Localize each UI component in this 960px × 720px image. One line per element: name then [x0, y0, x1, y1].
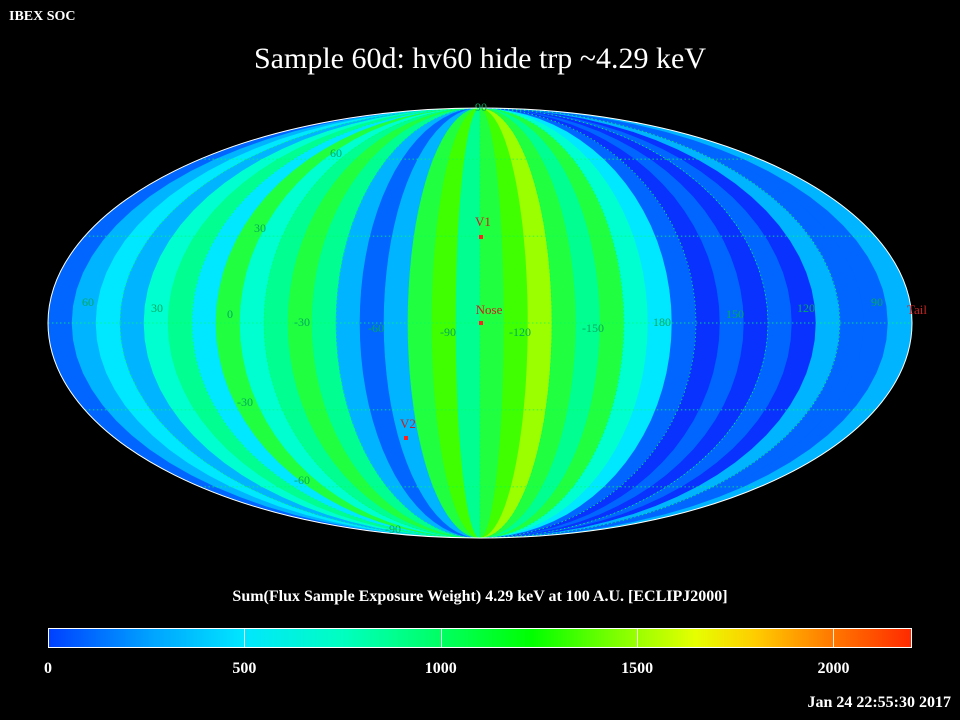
latitude-label: -90: [385, 522, 401, 536]
marker-label: V1: [475, 214, 491, 229]
map-markers: V1 Nose V2 Tail: [400, 214, 927, 440]
meridian-line: [263, 108, 481, 538]
colorbar-tick-line: [637, 628, 639, 648]
longitude-label: -30: [294, 315, 310, 329]
timestamp: Jan 24 22:55:30 2017: [807, 694, 951, 711]
marker-tail: Tail: [907, 302, 927, 317]
colorbar-tick-label: 0: [44, 660, 52, 677]
longitude-label: 30: [151, 301, 163, 315]
corner-label: IBEX SOC: [9, 9, 76, 24]
longitude-label: -90: [440, 325, 456, 339]
marker-label: Tail: [907, 302, 927, 317]
longitude-label: 180: [653, 315, 671, 329]
meridian-line: [479, 108, 697, 538]
colorbar-tick-label: 500: [232, 660, 257, 677]
meridian-line: [479, 108, 553, 538]
longitude-label: -60: [368, 321, 384, 335]
map-outline: [47, 107, 913, 539]
marker-v2: V2: [400, 416, 416, 440]
colorbar-tick-label: 1000: [424, 660, 457, 677]
colorbar-tick-label: 2000: [817, 660, 850, 677]
latitude-label: 90: [475, 100, 487, 114]
marker-dot: [479, 321, 483, 325]
latitude-label: 30: [254, 221, 266, 235]
colorbar-tick-label: 1500: [621, 660, 654, 677]
longitude-label: 120: [797, 301, 815, 315]
colorbar-tick-line: [440, 628, 442, 648]
marker-label: V2: [400, 416, 416, 431]
marker-dot: [404, 436, 408, 440]
longitude-label: -150: [582, 321, 604, 335]
colorbar-tick-line: [833, 628, 835, 648]
longitude-labels: 60 30 0 -30 -60 -90 -120 -150 180 150 120 90: [82, 295, 883, 339]
longitude-label: 90: [871, 295, 883, 309]
latitude-label: -30: [237, 395, 253, 409]
marker-dot: [479, 235, 483, 239]
latitude-label: -60: [294, 473, 310, 487]
marker-nose: Nose: [476, 302, 503, 325]
marker-v1: V1: [475, 214, 491, 239]
page-title: Sample 60d: hv60 hide trp ~4.29 keV: [253, 42, 706, 75]
marker-label: Nose: [476, 302, 503, 317]
longitude-label: 150: [726, 307, 744, 321]
colorbar-tick-line: [244, 628, 246, 648]
meridian-line: [407, 108, 481, 538]
longitude-label: 60: [82, 295, 94, 309]
latitude-label: 60: [330, 146, 342, 160]
longitude-label: 0: [227, 307, 233, 321]
longitude-label: -120: [509, 325, 531, 339]
colorbar-label: Sum(Flux Sample Exposure Weight) 4.29 ke…: [232, 588, 728, 605]
latitude-labels: 90 60 30 -30 -60 -90: [237, 100, 487, 536]
colorbar: [48, 628, 912, 648]
